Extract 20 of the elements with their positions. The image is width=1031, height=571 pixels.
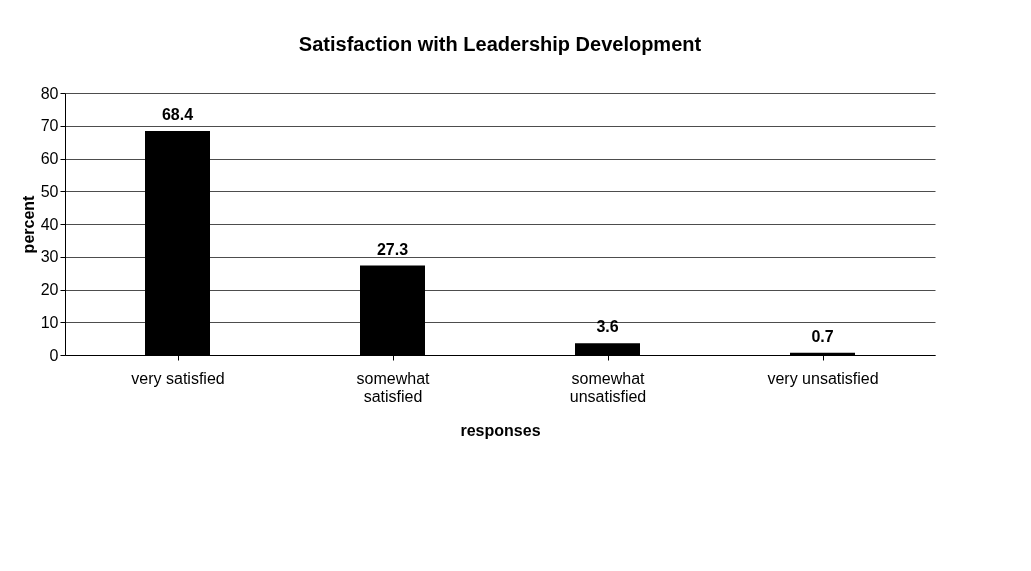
y-axis-title: percent bbox=[19, 194, 37, 254]
data-label: 68.4 bbox=[161, 105, 194, 123]
x-tick-label: somewhat unsatisfied bbox=[569, 369, 647, 405]
y-tick-label: 0 bbox=[49, 346, 59, 364]
y-tick-label: 10 bbox=[40, 313, 59, 331]
y-tick-label: 70 bbox=[40, 117, 59, 135]
x-axis-title: responses bbox=[460, 421, 541, 439]
y-tick-label: 60 bbox=[40, 150, 59, 167]
x-tick-label: somewhat satisfied bbox=[356, 369, 431, 405]
y-tick-label: 30 bbox=[40, 248, 59, 266]
y-tick-label: 40 bbox=[40, 215, 59, 233]
x-tick-label: very satisfied bbox=[131, 369, 225, 387]
data-label: 3.6 bbox=[596, 318, 619, 336]
y-tick-label: 80 bbox=[40, 84, 59, 102]
x-tick-label: very unsatisfied bbox=[767, 369, 879, 387]
data-label: 0.7 bbox=[811, 327, 834, 345]
data-label: 27.3 bbox=[376, 240, 409, 258]
chart-title: Satisfaction with Leadership Development bbox=[298, 33, 702, 55]
y-tick-label: 20 bbox=[40, 281, 59, 298]
y-tick-label: 50 bbox=[40, 182, 59, 200]
